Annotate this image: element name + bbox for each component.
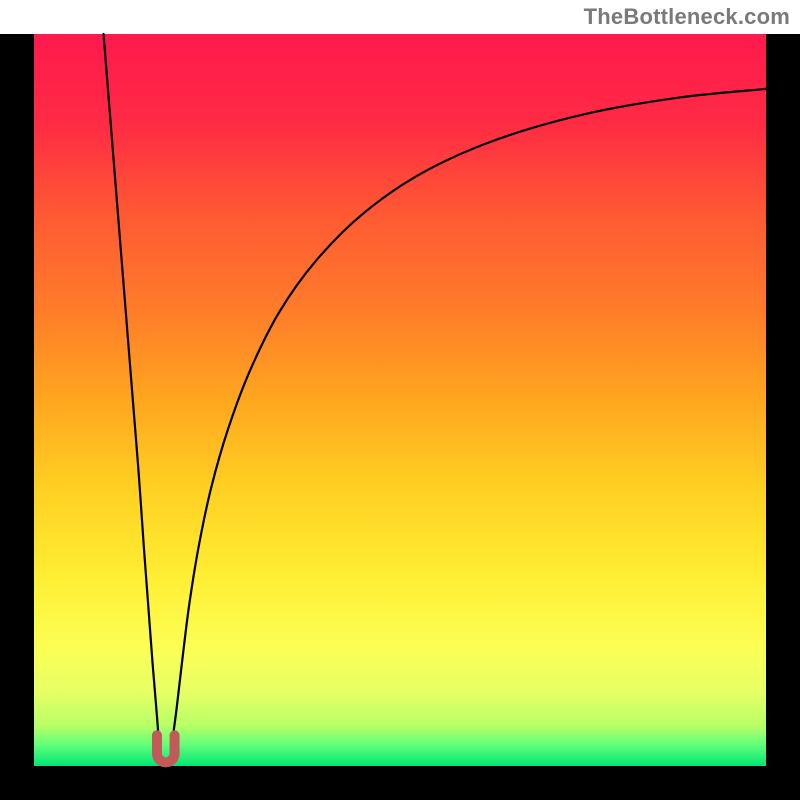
- chart-background: [34, 34, 766, 766]
- watermark-text: TheBottleneck.com: [584, 4, 790, 30]
- left-border: [0, 34, 34, 800]
- right-border: [766, 34, 800, 800]
- bottom-border: [0, 766, 800, 800]
- chart-container: TheBottleneck.com: [0, 0, 800, 800]
- bottleneck-chart: [0, 0, 800, 800]
